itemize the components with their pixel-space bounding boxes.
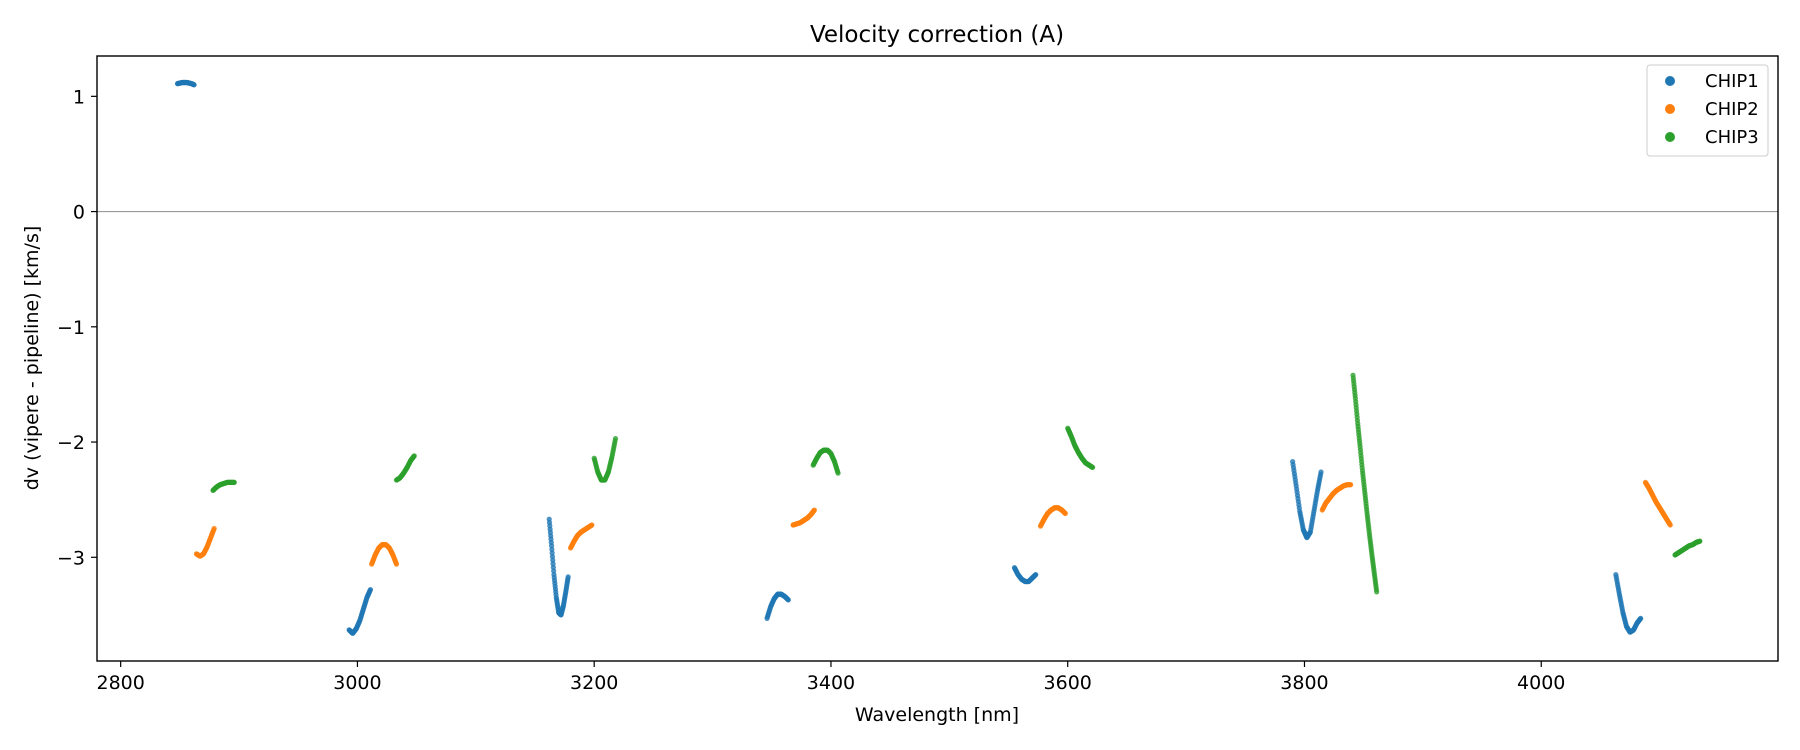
series-chip3	[210, 372, 1703, 595]
data-point	[612, 435, 619, 442]
legend-marker-chip2	[1665, 104, 1675, 114]
data-point	[367, 586, 374, 593]
axis-ticks: 2800 3000 3200 3400 3600 3800 4000 1 0 −1 −2 −3	[57, 86, 1565, 694]
data-point	[411, 453, 417, 459]
y-tick-label: −1	[57, 317, 85, 339]
data-point	[1374, 589, 1380, 595]
series-chip2	[193, 479, 1673, 567]
data-point	[811, 507, 817, 513]
legend-label-chip3: CHIP3	[1705, 127, 1759, 148]
data-point	[589, 522, 595, 528]
x-tick-label: 4000	[1517, 672, 1565, 694]
legend-marker-chip3	[1665, 132, 1675, 142]
x-tick-label: 2800	[96, 672, 144, 694]
legend-marker-chip1	[1665, 76, 1675, 86]
data-point	[231, 479, 237, 485]
data-point	[785, 597, 791, 603]
data-point	[835, 470, 841, 476]
x-axis-label: Wavelength [nm]	[855, 704, 1019, 726]
data-point	[565, 574, 571, 580]
data-point	[393, 561, 400, 567]
y-tick-label: 0	[73, 202, 85, 224]
data-point	[1062, 510, 1068, 517]
data-point	[211, 525, 217, 532]
y-tick-label: −2	[57, 432, 85, 454]
chart-title: Velocity correction (A)	[810, 22, 1064, 48]
data-point	[191, 82, 197, 88]
legend-box	[1646, 64, 1769, 157]
data-point	[1318, 469, 1324, 475]
data-point	[1033, 571, 1039, 578]
legend-label-chip1: CHIP1	[1705, 71, 1759, 92]
legend-label-chip2: CHIP2	[1705, 99, 1759, 120]
data-point	[1667, 522, 1673, 528]
y-tick-label: 1	[73, 86, 85, 108]
x-tick-label: 3600	[1044, 672, 1092, 694]
data-point	[1089, 464, 1096, 470]
x-tick-label: 3400	[807, 672, 855, 694]
data-point	[1697, 538, 1703, 544]
x-tick-label: 3000	[333, 672, 381, 694]
plot-area	[97, 79, 1778, 636]
y-tick-label: −3	[57, 547, 85, 569]
y-axis-label: dv (vipere - pipeline) [km/s]	[21, 226, 43, 491]
data-point	[1638, 615, 1644, 621]
x-tick-label: 3200	[570, 672, 618, 694]
series-chip1	[174, 79, 1644, 636]
x-tick-label: 3800	[1280, 672, 1328, 694]
axes-frame	[96, 55, 1779, 662]
data-point	[1348, 482, 1354, 488]
legend: CHIP1 CHIP2 CHIP3	[1646, 64, 1769, 157]
